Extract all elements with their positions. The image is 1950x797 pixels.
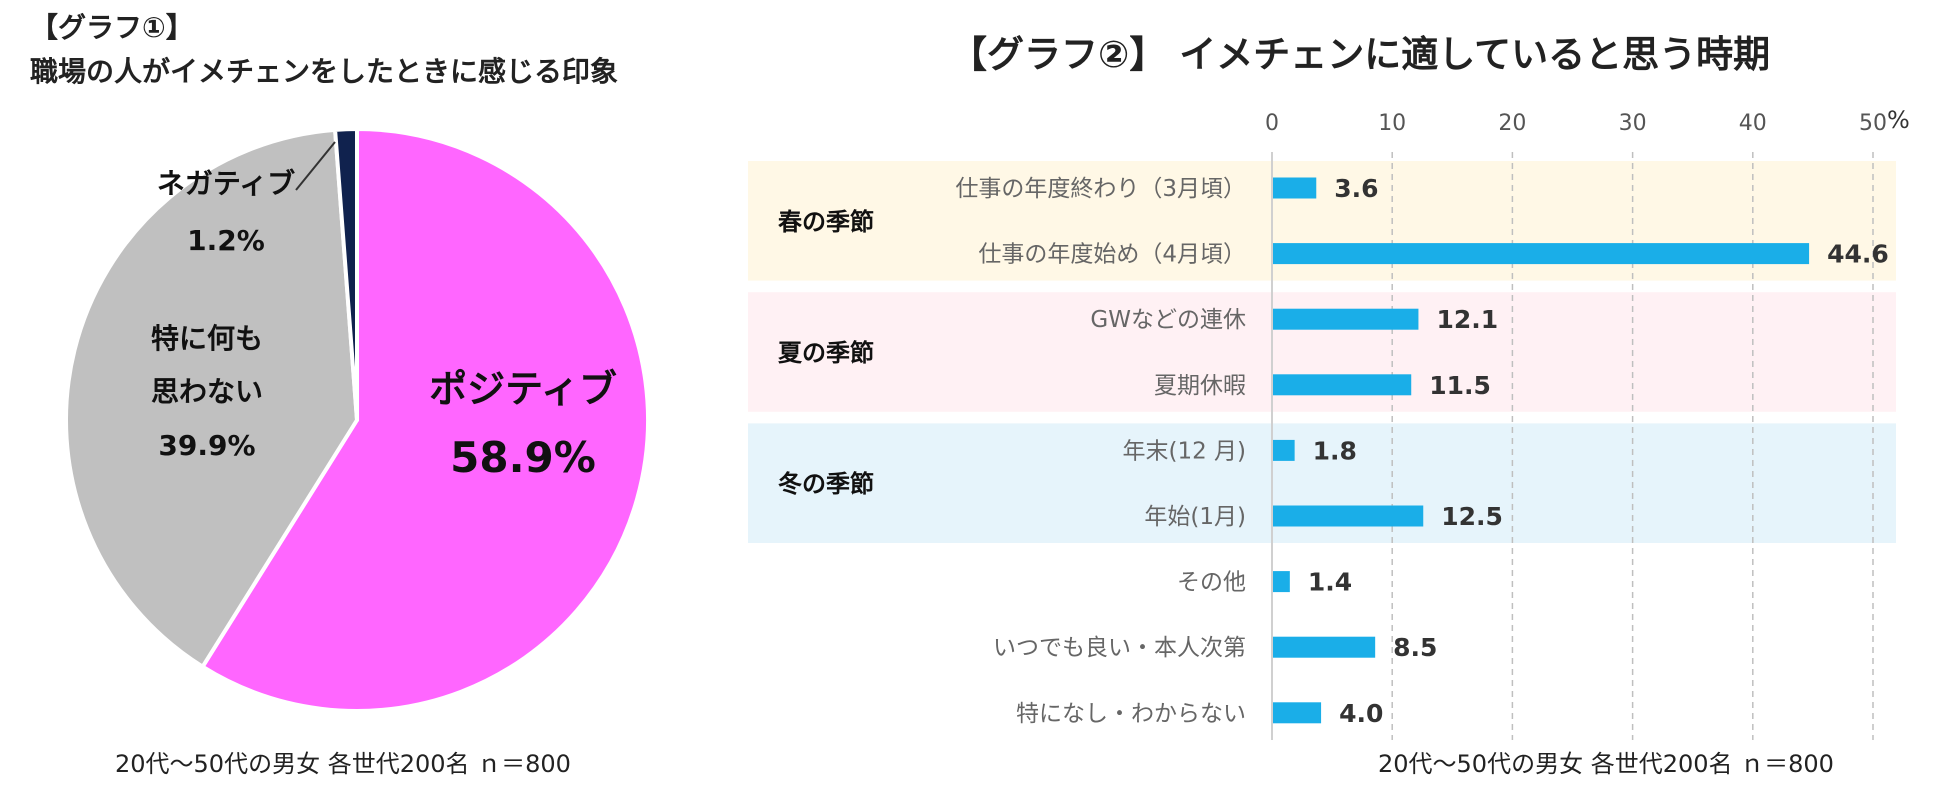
- bar: [1273, 505, 1424, 527]
- group-label-summer: 夏の季節: [778, 339, 874, 367]
- pie-slice-positive: [200, 127, 650, 713]
- bar: [1273, 571, 1290, 593]
- category-label: その他: [1177, 570, 1246, 596]
- pie-slice-negative: [333, 127, 359, 422]
- pie-label-negative: ネガティブ: [157, 167, 295, 200]
- category-label: GWなどの連休: [1090, 307, 1246, 333]
- category-label: 年末(12 月): [1122, 438, 1246, 464]
- category-label: いつでも良い・本人次第: [993, 635, 1246, 661]
- tick-label: 50: [1859, 111, 1887, 136]
- bar-value-label: 8.5: [1393, 633, 1437, 662]
- bar: [1273, 177, 1317, 199]
- graph2-title: 【グラフ②】 イメチェンに適していると思う時期: [950, 33, 1771, 76]
- graph1-title: 職場の人がイメチェンをしたときに感じる印象: [30, 55, 619, 88]
- bar-value-label: 4.0: [1339, 699, 1383, 728]
- group-label-winter: 冬の季節: [778, 470, 874, 498]
- bar-value-label: 1.8: [1313, 436, 1357, 465]
- category-label: 夏期休暇: [1154, 373, 1246, 399]
- category-label: 特になし・わからない: [1016, 701, 1246, 727]
- pie-value-negative: 1.2%: [187, 224, 265, 257]
- pie-label-positive: ポジティブ: [429, 367, 617, 411]
- pie-value-positive: 58.9%: [450, 433, 596, 482]
- graph1-sample-note: 20代～50代の男女 各世代200名 ｎ＝800: [115, 750, 571, 778]
- pie-leader-line-negative: [295, 141, 336, 191]
- pie-value-no-impression: 39.9%: [158, 429, 255, 462]
- tick-label: 20: [1498, 111, 1526, 136]
- bar-value-label: 12.5: [1441, 502, 1503, 531]
- bar-value-label: 3.6: [1334, 174, 1378, 203]
- tick-label: 0: [1265, 111, 1279, 136]
- category-label: 仕事の年度始め（4月頃）: [978, 242, 1246, 268]
- tick-label: 10: [1378, 111, 1406, 136]
- pie-slice-no-impression: [64, 127, 359, 669]
- bar: [1273, 636, 1376, 658]
- pie-label-no-impression-line2: 思わない: [151, 375, 263, 408]
- pie-label-no-impression-line1: 特に何も: [151, 322, 263, 355]
- bar-value-label: 1.4: [1308, 568, 1352, 597]
- category-label: 年始(1月): [1144, 504, 1246, 530]
- bar-value-label: 11.5: [1429, 371, 1491, 400]
- category-label: 仕事の年度終わり（3月頃）: [955, 176, 1246, 202]
- graph1-title-bracket: 【グラフ①】: [30, 11, 194, 44]
- tick-label: 40: [1739, 111, 1767, 136]
- axis-unit-label: %: [1887, 106, 1910, 134]
- bar: [1273, 243, 1810, 265]
- bar: [1273, 308, 1419, 330]
- group-label-spring: 春の季節: [778, 208, 874, 236]
- graph2-sample-note: 20代～50代の男女 各世代200名 ｎ＝800: [1378, 750, 1834, 778]
- bar: [1273, 702, 1322, 724]
- bar-value-label: 44.6: [1827, 240, 1889, 269]
- bar-value-label: 12.1: [1436, 305, 1498, 334]
- tick-label: 30: [1619, 111, 1647, 136]
- bar: [1273, 439, 1295, 461]
- bar: [1273, 374, 1412, 396]
